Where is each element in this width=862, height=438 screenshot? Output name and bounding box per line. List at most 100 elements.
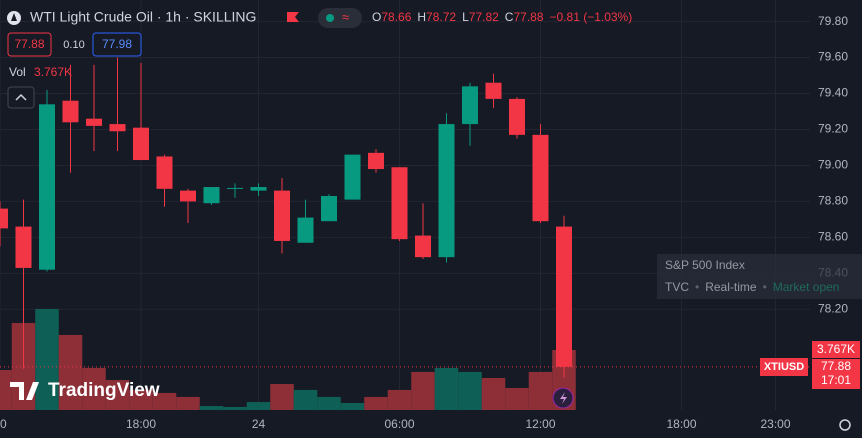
ohlc-key: L bbox=[462, 10, 469, 24]
candle-body bbox=[203, 187, 220, 204]
volume-bar bbox=[129, 389, 153, 410]
volume-bar bbox=[199, 406, 224, 410]
tooltip-feed: Real-time bbox=[705, 280, 757, 294]
volume-bar bbox=[340, 402, 365, 410]
ohlc-value: 78.72 bbox=[426, 10, 456, 24]
volume-bar bbox=[364, 396, 388, 410]
candle-body bbox=[86, 118, 102, 126]
candle-body bbox=[485, 82, 502, 99]
change: −0.81 (−1.03%) bbox=[550, 10, 633, 24]
y-tick-label: 79.00 bbox=[818, 158, 848, 172]
candle-body bbox=[227, 187, 243, 189]
ohlc-value: 77.88 bbox=[513, 10, 543, 24]
symbol-tag-text: XTIUSD bbox=[764, 361, 804, 373]
y-tick-label: 78.20 bbox=[818, 301, 848, 315]
symbol-icon-glyph bbox=[11, 13, 17, 21]
volume-bar bbox=[293, 389, 318, 410]
volume-bar bbox=[411, 371, 435, 410]
candle-body bbox=[368, 152, 384, 170]
ask-price[interactable]: 77.98 bbox=[102, 37, 132, 51]
chart-title[interactable]: WTI Light Crude Oil · 1h · SKILLING bbox=[30, 9, 256, 25]
volume-label: Vol bbox=[9, 65, 26, 79]
y-tick-label: 79.20 bbox=[818, 122, 848, 136]
candle-body bbox=[344, 154, 361, 200]
volume-bar bbox=[246, 402, 271, 410]
x-tick-label: 18:00 bbox=[126, 417, 156, 431]
status-dot bbox=[326, 14, 334, 22]
spread: 0.10 bbox=[63, 39, 84, 51]
collapse-icon bbox=[15, 93, 27, 101]
status-icon: ≈ bbox=[342, 9, 349, 24]
price-tag-text: 77.88 bbox=[821, 359, 851, 373]
ask-box[interactable] bbox=[92, 32, 142, 57]
x-tick-label: 12:00 bbox=[525, 417, 555, 431]
candle-body bbox=[133, 127, 149, 161]
volume-bar bbox=[82, 367, 106, 410]
candle-body bbox=[109, 124, 126, 132]
settings-icon[interactable] bbox=[839, 419, 851, 431]
y-tick-label: 79.60 bbox=[818, 50, 848, 64]
candle-body bbox=[156, 156, 173, 189]
volume-bar bbox=[505, 388, 529, 410]
countdown: 17:01 bbox=[821, 373, 851, 387]
ohlc-value: 78.66 bbox=[381, 10, 411, 24]
bid-box[interactable] bbox=[7, 32, 52, 57]
candle-body bbox=[438, 124, 455, 258]
collapse-button[interactable] bbox=[7, 86, 35, 109]
volume-bar bbox=[434, 367, 459, 410]
logo[interactable]: TradingView bbox=[48, 380, 160, 401]
volume-bar bbox=[58, 334, 83, 410]
alert-glyph bbox=[560, 392, 567, 404]
candle-body bbox=[415, 235, 431, 258]
tooltip-line: TVC • Real-time • Market open bbox=[665, 280, 839, 294]
candle-body bbox=[321, 196, 337, 222]
tooltip-status: Market open bbox=[773, 280, 840, 294]
candle-body bbox=[509, 98, 525, 135]
ohlc-key: C bbox=[505, 10, 514, 24]
ohlc-value: 77.82 bbox=[469, 10, 499, 24]
candle-body bbox=[62, 100, 79, 123]
bid-price[interactable]: 77.88 bbox=[14, 37, 44, 51]
tooltip-name: S&P 500 Index bbox=[665, 258, 745, 272]
volume-bar bbox=[223, 406, 247, 410]
volume-bar bbox=[528, 371, 553, 410]
volume-pane bbox=[0, 309, 576, 410]
volume-bar bbox=[270, 384, 294, 410]
volume-tag-text: 3.767K bbox=[817, 342, 855, 356]
candle-body bbox=[532, 134, 549, 222]
status-pill[interactable] bbox=[318, 8, 362, 28]
y-tick-label: 78.80 bbox=[818, 194, 848, 208]
candle-body bbox=[556, 226, 572, 367]
ohlc-legend: O78.66 H78.72 L77.82 C77.88 −0.81 (−1.03%) bbox=[372, 10, 632, 24]
logo-mark bbox=[10, 382, 39, 400]
volume-bar bbox=[152, 392, 177, 410]
y-tick-label: 78.60 bbox=[818, 230, 848, 244]
volume-bar bbox=[387, 389, 412, 410]
volume-tag bbox=[812, 341, 860, 358]
candle-body bbox=[39, 104, 55, 270]
x-tick-label: 23:00 bbox=[760, 417, 790, 431]
candle-pane bbox=[0, 57, 810, 378]
volume-bar bbox=[481, 377, 506, 410]
tooltip bbox=[657, 254, 862, 299]
volume-bar bbox=[35, 309, 59, 410]
volume-bar bbox=[176, 396, 200, 410]
x-tick-label: 24 bbox=[252, 417, 266, 431]
candle-body bbox=[391, 167, 408, 240]
candle-body bbox=[15, 226, 32, 268]
x-tick-label: 06:00 bbox=[384, 417, 414, 431]
flag-icon[interactable] bbox=[287, 12, 299, 22]
axes: 78.2078.4078.6078.8079.0079.2079.4079.60… bbox=[0, 14, 848, 431]
volume-value: 3.767K bbox=[34, 65, 72, 79]
y-tick-label: 79.80 bbox=[818, 14, 848, 28]
volume-bar bbox=[105, 380, 130, 410]
volume-bar bbox=[0, 370, 12, 410]
ohlc-key: H bbox=[417, 10, 426, 24]
volume-bar bbox=[317, 396, 341, 410]
candle-body bbox=[250, 187, 267, 191]
y-tick-label: 79.40 bbox=[818, 86, 848, 100]
ohlc-key: O bbox=[372, 10, 381, 24]
